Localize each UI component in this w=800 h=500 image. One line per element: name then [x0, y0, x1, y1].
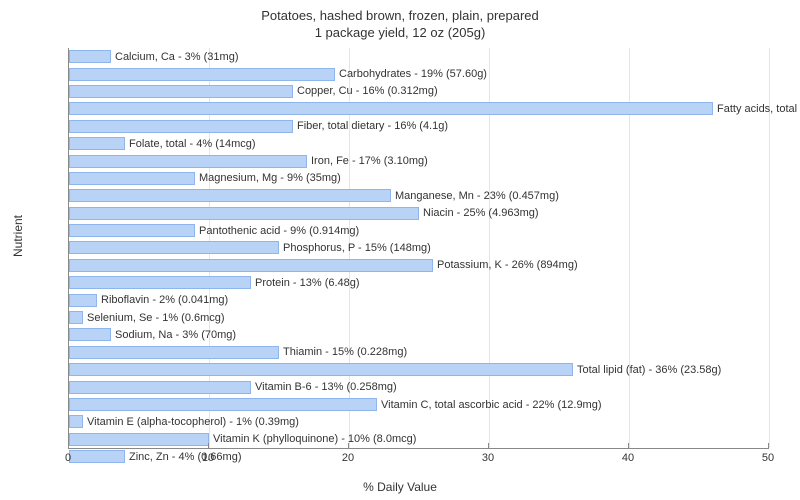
bar-row: Fatty acids, total saturated - 46% (9.21…: [69, 100, 769, 117]
chart-title: Potatoes, hashed brown, frozen, plain, p…: [0, 0, 800, 42]
bar-label: Total lipid (fat) - 36% (23.58g): [573, 364, 721, 376]
bar-row: Riboflavin - 2% (0.041mg): [69, 291, 769, 308]
x-tick-label: 10: [202, 452, 214, 464]
chart-title-line2: 1 package yield, 12 oz (205g): [0, 25, 800, 42]
bar-row: Phosphorus, P - 15% (148mg): [69, 239, 769, 256]
x-tick-label: 0: [65, 452, 71, 464]
nutrient-bar: [69, 68, 335, 81]
bar-label: Manganese, Mn - 23% (0.457mg): [391, 190, 559, 202]
x-tick-label: 40: [622, 452, 634, 464]
bar-row: Carbohydrates - 19% (57.60g): [69, 65, 769, 82]
bar-row: Niacin - 25% (4.963mg): [69, 205, 769, 222]
x-tick-mark: [208, 443, 209, 448]
bar-row: Vitamin E (alpha-tocopherol) - 1% (0.39m…: [69, 413, 769, 430]
bar-label: Carbohydrates - 19% (57.60g): [335, 68, 487, 80]
bar-row: Manganese, Mn - 23% (0.457mg): [69, 187, 769, 204]
nutrient-bar: [69, 207, 419, 220]
bar-label: Sodium, Na - 3% (70mg): [111, 329, 236, 341]
bar-row: Total lipid (fat) - 36% (23.58g): [69, 361, 769, 378]
nutrient-bar: [69, 311, 83, 324]
bar-label: Riboflavin - 2% (0.041mg): [97, 294, 228, 306]
nutrient-bar: [69, 172, 195, 185]
bar-label: Protein - 13% (6.48g): [251, 277, 360, 289]
nutrient-bar: [69, 85, 293, 98]
nutrient-bar: [69, 155, 307, 168]
nutrient-bar: [69, 259, 433, 272]
bar-row: Potassium, K - 26% (894mg): [69, 257, 769, 274]
bar-row: Vitamin B-6 - 13% (0.258mg): [69, 378, 769, 395]
bar-row: Calcium, Ca - 3% (31mg): [69, 48, 769, 65]
bar-label: Thiamin - 15% (0.228mg): [279, 346, 407, 358]
bar-label: Vitamin C, total ascorbic acid - 22% (12…: [377, 399, 602, 411]
bar-row: Folate, total - 4% (14mcg): [69, 135, 769, 152]
nutrient-bar: [69, 363, 573, 376]
x-tick-label: 20: [342, 452, 354, 464]
bar-row: Vitamin C, total ascorbic acid - 22% (12…: [69, 396, 769, 413]
bar-label: Selenium, Se - 1% (0.6mcg): [83, 312, 225, 324]
x-axis-label: % Daily Value: [363, 480, 437, 494]
bar-label: Calcium, Ca - 3% (31mg): [111, 51, 238, 63]
nutrient-bar: [69, 241, 279, 254]
x-tick-mark: [348, 443, 349, 448]
y-axis-label: Nutrient: [11, 215, 25, 257]
nutrient-bar: [69, 50, 111, 63]
x-axis-ticks: 01020304050: [68, 448, 768, 468]
nutrient-bar: [69, 120, 293, 133]
nutrient-bar: [69, 294, 97, 307]
bar-row: Copper, Cu - 16% (0.312mg): [69, 83, 769, 100]
nutrient-bar: [69, 189, 391, 202]
nutrient-bar: [69, 415, 83, 428]
bar-label: Pantothenic acid - 9% (0.914mg): [195, 225, 359, 237]
bar-row: Iron, Fe - 17% (3.10mg): [69, 152, 769, 169]
x-tick-label: 50: [762, 452, 774, 464]
x-tick-label: 30: [482, 452, 494, 464]
bar-label: Fiber, total dietary - 16% (4.1g): [293, 120, 448, 132]
bar-row: Selenium, Se - 1% (0.6mcg): [69, 309, 769, 326]
bar-row: Protein - 13% (6.48g): [69, 274, 769, 291]
nutrient-bar: [69, 381, 251, 394]
bars-container: Calcium, Ca - 3% (31mg) Carbohydrates - 1…: [69, 48, 769, 465]
bar-row: Thiamin - 15% (0.228mg): [69, 344, 769, 361]
bar-label: Fatty acids, total saturated - 46% (9.21…: [713, 103, 800, 115]
bar-row: Pantothenic acid - 9% (0.914mg): [69, 222, 769, 239]
nutrient-chart: Potatoes, hashed brown, frozen, plain, p…: [0, 0, 800, 500]
nutrient-bar: [69, 102, 713, 115]
bar-label: Folate, total - 4% (14mcg): [125, 138, 256, 150]
bar-label: Iron, Fe - 17% (3.10mg): [307, 155, 428, 167]
nutrient-bar: [69, 137, 125, 150]
bar-label: Vitamin K (phylloquinone) - 10% (8.0mcg): [209, 433, 416, 445]
chart-title-line1: Potatoes, hashed brown, frozen, plain, p…: [0, 8, 800, 25]
bar-label: Vitamin B-6 - 13% (0.258mg): [251, 381, 397, 393]
bar-label: Copper, Cu - 16% (0.312mg): [293, 85, 438, 97]
bar-label: Niacin - 25% (4.963mg): [419, 207, 539, 219]
nutrient-bar: [69, 328, 111, 341]
x-tick-mark: [628, 443, 629, 448]
bar-label: Potassium, K - 26% (894mg): [433, 259, 578, 271]
bar-label: Magnesium, Mg - 9% (35mg): [195, 172, 341, 184]
x-tick-mark: [768, 443, 769, 448]
x-tick-mark: [68, 443, 69, 448]
bar-row: Vitamin K (phylloquinone) - 10% (8.0mcg): [69, 431, 769, 448]
nutrient-bar: [69, 224, 195, 237]
x-tick-mark: [488, 443, 489, 448]
bar-row: Fiber, total dietary - 16% (4.1g): [69, 118, 769, 135]
nutrient-bar: [69, 433, 209, 446]
nutrient-bar: [69, 276, 251, 289]
bar-label: Phosphorus, P - 15% (148mg): [279, 242, 431, 254]
nutrient-bar: [69, 398, 377, 411]
bar-label: Vitamin E (alpha-tocopherol) - 1% (0.39m…: [83, 416, 299, 428]
bar-row: Sodium, Na - 3% (70mg): [69, 326, 769, 343]
plot-area: Calcium, Ca - 3% (31mg) Carbohydrates - 1…: [68, 48, 769, 449]
nutrient-bar: [69, 346, 279, 359]
bar-row: Magnesium, Mg - 9% (35mg): [69, 170, 769, 187]
